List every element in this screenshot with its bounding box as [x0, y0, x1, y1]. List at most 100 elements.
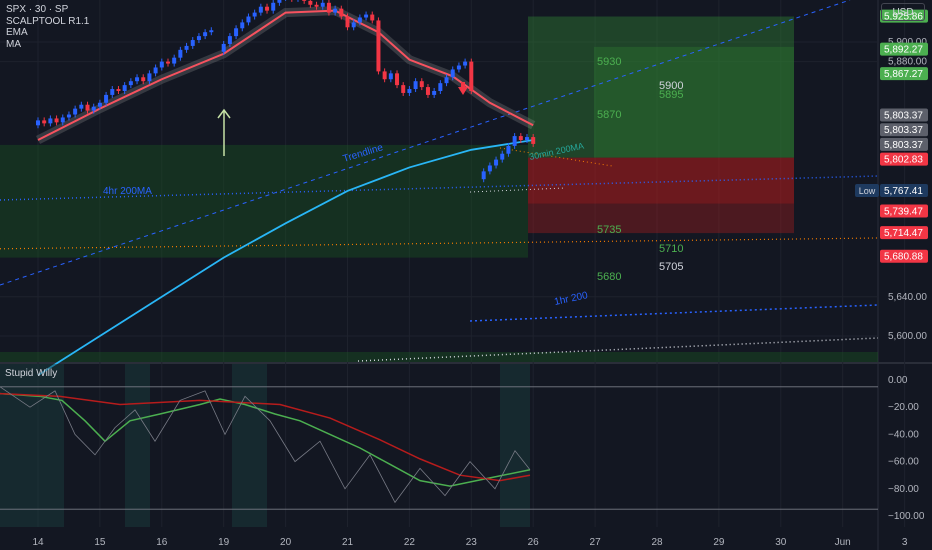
candle-body[interactable] — [469, 61, 474, 91]
candle-body[interactable] — [494, 159, 499, 166]
price-badge[interactable] — [880, 67, 928, 81]
candle-body[interactable] — [122, 85, 127, 91]
candle-body[interactable] — [339, 8, 344, 17]
candle-body[interactable] — [60, 117, 65, 123]
price-badge[interactable] — [880, 108, 928, 122]
candle-body[interactable] — [104, 94, 109, 103]
candle-body[interactable] — [265, 6, 270, 11]
candle-body[interactable] — [110, 89, 115, 95]
candle-body[interactable] — [79, 104, 84, 109]
symbol-line[interactable]: SPX · 30 · SP — [6, 4, 69, 15]
candle-body[interactable] — [531, 137, 536, 144]
candle-body[interactable] — [97, 102, 102, 107]
candle-body[interactable] — [234, 28, 239, 37]
candle-body[interactable] — [147, 73, 152, 82]
candle-body[interactable] — [388, 73, 393, 80]
candle-body[interactable] — [184, 45, 189, 50]
candle-body[interactable] — [277, 0, 282, 3]
indicator-ma[interactable]: MA — [6, 38, 21, 50]
candle-body[interactable] — [116, 89, 121, 91]
candle-body[interactable] — [54, 118, 59, 123]
indicator-scalptool[interactable]: SCALPTOOL R1.1 — [6, 15, 90, 27]
candle-body[interactable] — [506, 145, 511, 154]
price-badge[interactable] — [880, 123, 928, 137]
candle-body[interactable] — [438, 83, 443, 91]
candle-body[interactable] — [73, 108, 78, 115]
candle-body[interactable] — [227, 36, 232, 44]
candle-body[interactable] — [425, 87, 430, 95]
price-badge[interactable] — [880, 42, 928, 56]
candle-body[interactable] — [240, 22, 245, 29]
candle-body[interactable] — [246, 16, 251, 23]
candle-body[interactable] — [432, 91, 437, 95]
candle-body[interactable] — [153, 67, 158, 74]
trendline-upper — [0, 0, 851, 286]
candle-body[interactable] — [500, 153, 505, 160]
currency-button[interactable]: USD — [881, 3, 925, 21]
candle-body[interactable] — [209, 30, 214, 33]
candle-body[interactable] — [48, 118, 53, 124]
candle-body[interactable] — [190, 40, 195, 46]
candle-body[interactable] — [128, 81, 133, 86]
candle-body[interactable] — [165, 61, 170, 64]
candle-body[interactable] — [481, 171, 486, 180]
candle-body[interactable] — [525, 137, 530, 140]
candle-body[interactable] — [463, 61, 468, 66]
candle-body[interactable] — [314, 4, 319, 7]
candle-body[interactable] — [221, 43, 226, 52]
osc-signal-red[interactable] — [0, 392, 531, 482]
candle-body[interactable] — [382, 71, 387, 80]
candle-body[interactable] — [487, 165, 492, 172]
candle-body[interactable] — [401, 85, 406, 93]
candle-body[interactable] — [376, 20, 381, 72]
osc-tick-label: −80.00 — [888, 484, 919, 495]
price-badge[interactable] — [880, 226, 928, 240]
osc-signal-green[interactable] — [0, 392, 531, 487]
candle-body[interactable] — [141, 77, 146, 82]
oscillator-title[interactable]: Stupid Willy — [5, 368, 58, 379]
candle-body[interactable] — [320, 2, 325, 7]
candle-body[interactable] — [413, 81, 418, 90]
candle-body[interactable] — [42, 120, 47, 124]
candle-body[interactable] — [395, 73, 400, 86]
candle-body[interactable] — [178, 49, 183, 58]
candle-body[interactable] — [66, 114, 71, 118]
candle-body[interactable] — [302, 0, 307, 1]
candle-body[interactable] — [407, 89, 412, 93]
ma-200-30min-line[interactable] — [37, 139, 534, 376]
candle-body[interactable] — [252, 12, 257, 17]
candle-body[interactable] — [450, 69, 455, 78]
candle-body[interactable] — [512, 136, 517, 146]
candle-body[interactable] — [370, 14, 375, 21]
candle-body[interactable] — [258, 6, 263, 13]
candle-body[interactable] — [159, 61, 164, 68]
candle-body[interactable] — [518, 136, 523, 140]
candle-body[interactable] — [357, 17, 362, 23]
candle-body[interactable] — [351, 22, 356, 28]
candle-body[interactable] — [36, 120, 40, 126]
indicator-ema[interactable]: EMA — [6, 27, 28, 38]
candle-body[interactable] — [271, 2, 276, 11]
candle-body[interactable] — [91, 106, 96, 111]
price-badge[interactable] — [880, 152, 928, 166]
price-badge[interactable] — [880, 183, 928, 197]
price-badge[interactable] — [880, 137, 928, 151]
candle-body[interactable] — [203, 32, 208, 37]
candle-body[interactable] — [444, 77, 449, 84]
price-badge[interactable] — [880, 9, 928, 23]
candle-body[interactable] — [85, 104, 90, 111]
candle-body[interactable] — [172, 57, 177, 64]
candle-body[interactable] — [364, 14, 369, 18]
candle-body[interactable] — [333, 8, 338, 13]
zone-bottom — [0, 352, 878, 362]
candle-body[interactable] — [196, 36, 201, 41]
candle-body[interactable] — [345, 16, 350, 28]
price-badge[interactable] — [880, 204, 928, 218]
candle-body[interactable] — [308, 0, 313, 5]
candle-body[interactable] — [456, 65, 461, 70]
candle-body[interactable] — [135, 77, 140, 82]
candle-body[interactable] — [419, 81, 424, 88]
candle-body[interactable] — [326, 2, 331, 13]
price-badge[interactable] — [880, 249, 928, 263]
